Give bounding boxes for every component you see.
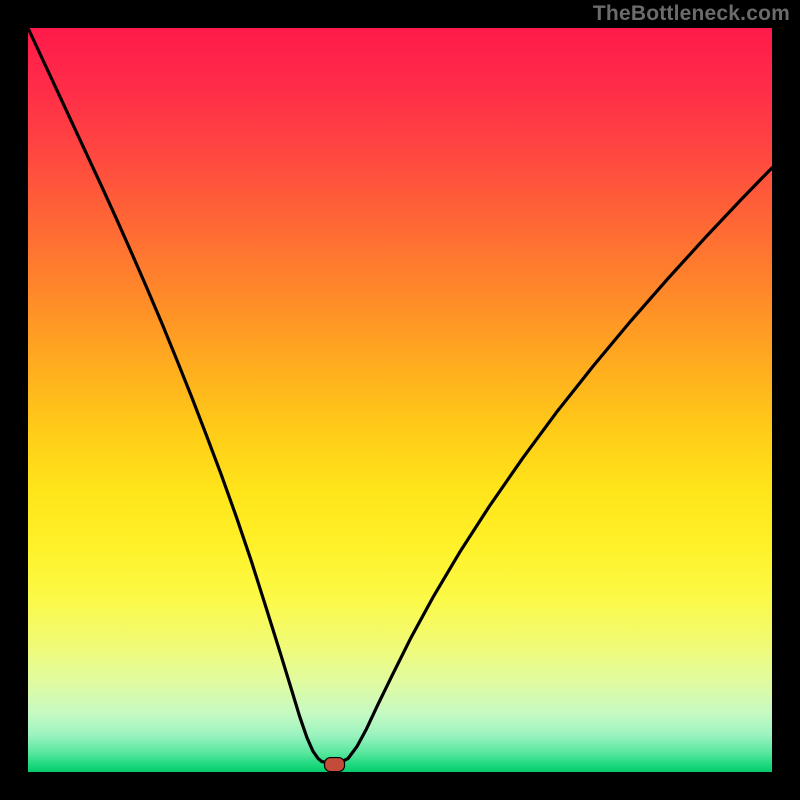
bottleneck-marker: [325, 758, 345, 772]
bottleneck-chart-svg: [0, 0, 800, 800]
chart-container: TheBottleneck.com: [0, 0, 800, 800]
watermark-text: TheBottleneck.com: [593, 2, 790, 26]
